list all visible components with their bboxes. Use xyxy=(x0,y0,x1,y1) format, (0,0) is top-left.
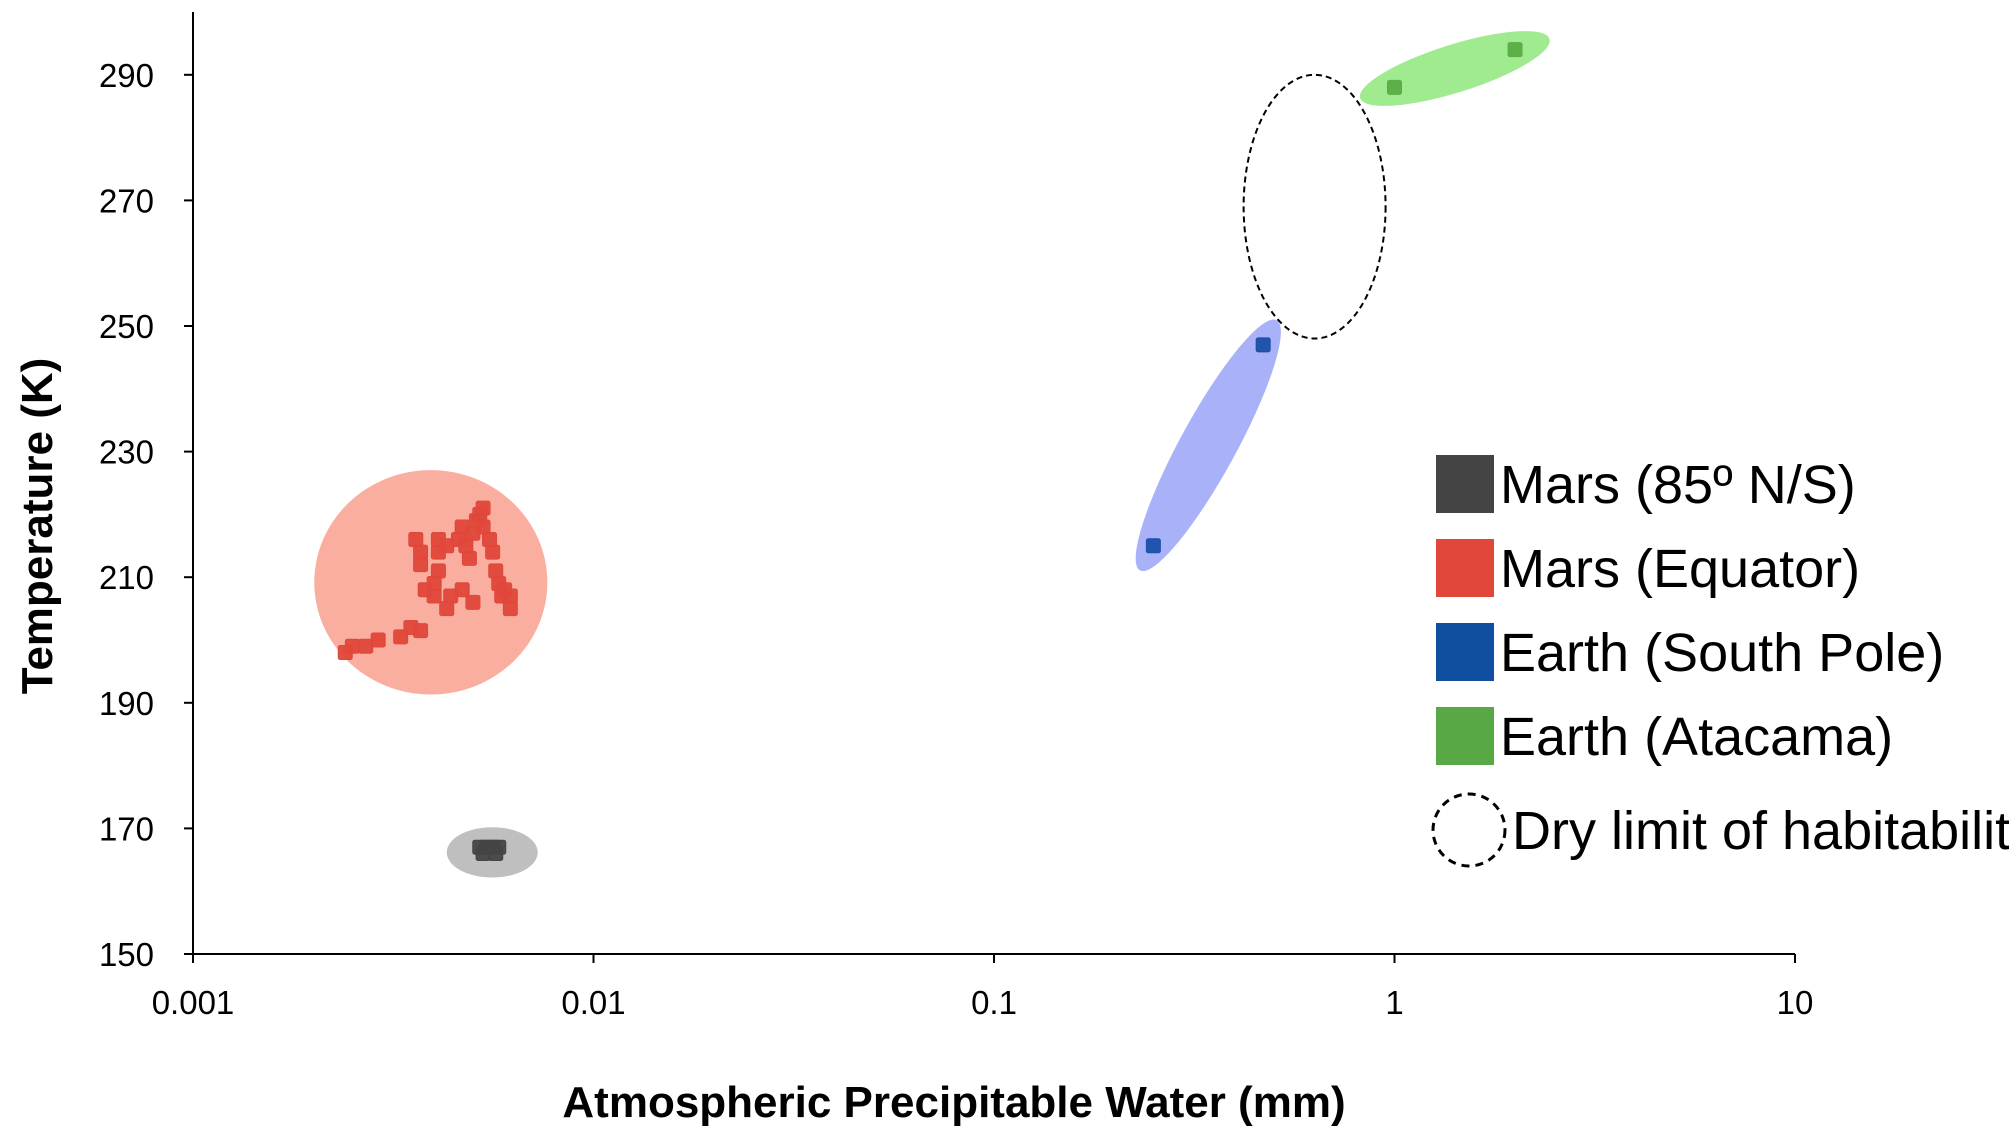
mars-85-n-s-point xyxy=(488,846,504,862)
earth-atacama-legend-label: Earth (Atacama) xyxy=(1500,707,1893,767)
earth-atacama-region xyxy=(1359,31,1550,106)
y-tick-label: 190 xyxy=(99,685,154,722)
mars-equator-point xyxy=(475,500,491,516)
mars-equator-point xyxy=(430,563,446,579)
y-tick-label: 290 xyxy=(99,57,154,94)
earth-atacama-point xyxy=(1387,79,1402,95)
x-tick-label: 0.001 xyxy=(152,984,235,1021)
y-tick-label: 210 xyxy=(99,559,154,596)
x-tick-label: 0.01 xyxy=(561,984,625,1021)
x-ticks: 0.001 0.01 0.1 1 10 xyxy=(152,954,1814,1021)
y-tick-label: 150 xyxy=(99,936,154,973)
y-tick-label: 170 xyxy=(99,810,154,847)
dry-limit-region xyxy=(1242,73,1387,340)
y-tick-label: 250 xyxy=(99,308,154,345)
region-layer xyxy=(314,31,1550,878)
mars-equator-point xyxy=(344,638,360,654)
axes: 0.001 0.01 0.1 1 10 150 170 190 210 230 250 270 290 xyxy=(99,12,1813,1021)
mars-equator-point xyxy=(358,638,374,654)
dry-limit-legend-swatch xyxy=(1431,792,1507,868)
y-tick-label: 230 xyxy=(99,434,154,471)
mars-equator-point xyxy=(426,575,442,591)
earth-south-pole-point xyxy=(1255,337,1271,353)
mars-85-n-s-legend-label: Mars (85º N/S) xyxy=(1500,455,1856,515)
earth-south-pole-region xyxy=(1135,319,1281,572)
mars-equator-point xyxy=(502,588,518,604)
mars-equator-point xyxy=(454,582,470,598)
x-tick-label: 10 xyxy=(1777,984,1814,1021)
dry-limit-of-habitability-legend-label: Dry limit of habitability xyxy=(1512,801,2009,861)
mars-equator-point xyxy=(475,519,491,535)
mars-equator-point xyxy=(502,601,518,617)
mars-equator-point xyxy=(461,550,477,566)
mars-equator-legend-label: Mars (Equator) xyxy=(1500,539,1860,599)
mars-equator-point xyxy=(408,532,424,548)
x-axis-title: Atmospheric Precipitable Water (mm) xyxy=(562,1078,1345,1127)
x-tick-label: 0.1 xyxy=(971,984,1017,1021)
earth-atacama-legend-swatch xyxy=(1436,707,1494,765)
mars-equator-point xyxy=(465,594,481,610)
mars-equator-point xyxy=(439,601,455,617)
mars-equator-point xyxy=(458,538,474,554)
mars-equator-point xyxy=(485,544,501,560)
x-tick-label: 1 xyxy=(1385,984,1403,1021)
mars-equator-point xyxy=(426,588,442,604)
mars-equator-legend-swatch xyxy=(1436,539,1494,597)
mars-equator-point xyxy=(413,557,429,573)
mars-equator-point xyxy=(413,623,429,639)
y-axis-title: Temperature (K) xyxy=(13,358,62,695)
earth-south-pole-legend-label: Earth (South Pole) xyxy=(1500,623,1944,683)
mars-equator-point xyxy=(482,532,498,548)
earth-south-pole-legend-swatch xyxy=(1436,623,1494,681)
mars-equator-point xyxy=(488,563,504,579)
y-ticks: 150 170 190 210 230 250 270 290 xyxy=(99,57,193,973)
y-tick-label: 270 xyxy=(99,182,154,219)
mars-85-n-s-legend-swatch xyxy=(1436,455,1494,513)
earth-south-pole-point xyxy=(1145,538,1161,554)
mars-equator-point xyxy=(370,632,386,648)
legend: Mars (85º N/S) Mars (Equator) Earth (South… xyxy=(1431,455,2009,868)
mars-85-n-s-point xyxy=(475,846,491,862)
earth-atacama-point xyxy=(1507,42,1523,58)
points-layer xyxy=(337,42,1523,862)
mars-equator-point xyxy=(413,544,429,560)
